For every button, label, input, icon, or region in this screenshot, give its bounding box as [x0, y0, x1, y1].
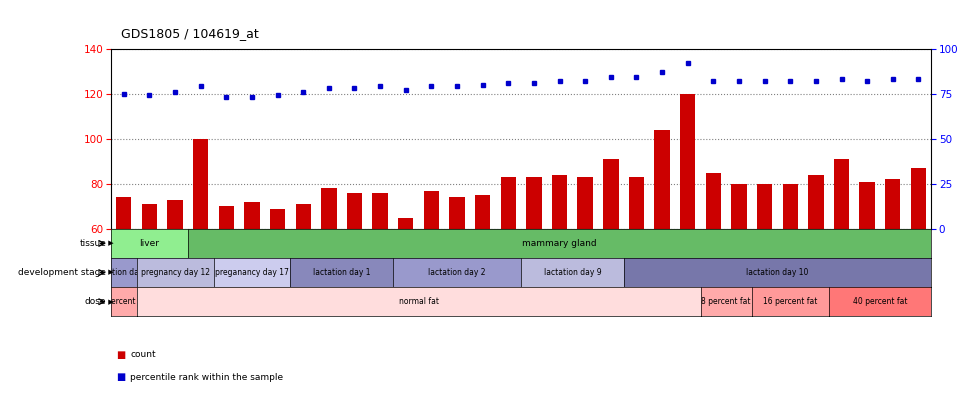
- Text: dose: dose: [85, 297, 106, 306]
- Text: count: count: [130, 350, 156, 359]
- Bar: [629, 177, 645, 364]
- Bar: [398, 217, 413, 364]
- Text: ▶: ▶: [106, 241, 114, 246]
- Bar: [116, 197, 131, 364]
- Text: ■: ■: [116, 350, 125, 360]
- Bar: [705, 173, 721, 364]
- Text: liver: liver: [139, 239, 159, 248]
- Bar: [577, 177, 593, 364]
- Bar: [424, 190, 439, 364]
- Bar: [834, 159, 849, 364]
- Bar: [244, 202, 260, 364]
- Bar: [526, 177, 541, 364]
- Bar: [808, 175, 823, 364]
- Bar: [295, 204, 311, 364]
- Bar: [731, 184, 747, 364]
- Text: ■: ■: [116, 372, 125, 382]
- Text: development stage: development stage: [18, 268, 106, 277]
- Bar: [552, 175, 567, 364]
- Text: tissue: tissue: [79, 239, 106, 248]
- Text: 8 percent fat: 8 percent fat: [702, 297, 751, 306]
- Bar: [167, 200, 182, 364]
- Text: lactation day 10: lactation day 10: [93, 268, 155, 277]
- Bar: [501, 177, 516, 364]
- Text: lactation day 2: lactation day 2: [428, 268, 485, 277]
- Bar: [911, 168, 926, 364]
- Bar: [885, 179, 900, 364]
- Bar: [654, 130, 670, 364]
- Bar: [321, 188, 337, 364]
- Bar: [680, 94, 696, 364]
- Text: lactation day 10: lactation day 10: [746, 268, 809, 277]
- Text: 16 percent fat: 16 percent fat: [763, 297, 817, 306]
- Bar: [372, 193, 388, 364]
- Text: normal fat: normal fat: [399, 297, 438, 306]
- Text: ▶: ▶: [106, 270, 114, 275]
- Bar: [783, 184, 798, 364]
- Text: 8 percent fat: 8 percent fat: [99, 297, 149, 306]
- Text: GDS1805 / 104619_at: GDS1805 / 104619_at: [121, 28, 259, 40]
- Text: 40 percent fat: 40 percent fat: [853, 297, 907, 306]
- Bar: [193, 139, 208, 364]
- Text: ▶: ▶: [106, 299, 114, 305]
- Bar: [346, 193, 362, 364]
- Text: pregnancy day 12: pregnancy day 12: [141, 268, 209, 277]
- Text: preganancy day 17: preganancy day 17: [215, 268, 289, 277]
- Bar: [219, 206, 234, 364]
- Bar: [450, 197, 465, 364]
- Text: lactation day 9: lactation day 9: [543, 268, 601, 277]
- Bar: [142, 204, 157, 364]
- Bar: [475, 195, 490, 364]
- Text: mammary gland: mammary gland: [522, 239, 597, 248]
- Text: lactation day 1: lactation day 1: [313, 268, 371, 277]
- Text: percentile rank within the sample: percentile rank within the sample: [130, 373, 284, 382]
- Bar: [603, 159, 619, 364]
- Bar: [860, 181, 875, 364]
- Bar: [270, 209, 286, 364]
- Bar: [757, 184, 772, 364]
